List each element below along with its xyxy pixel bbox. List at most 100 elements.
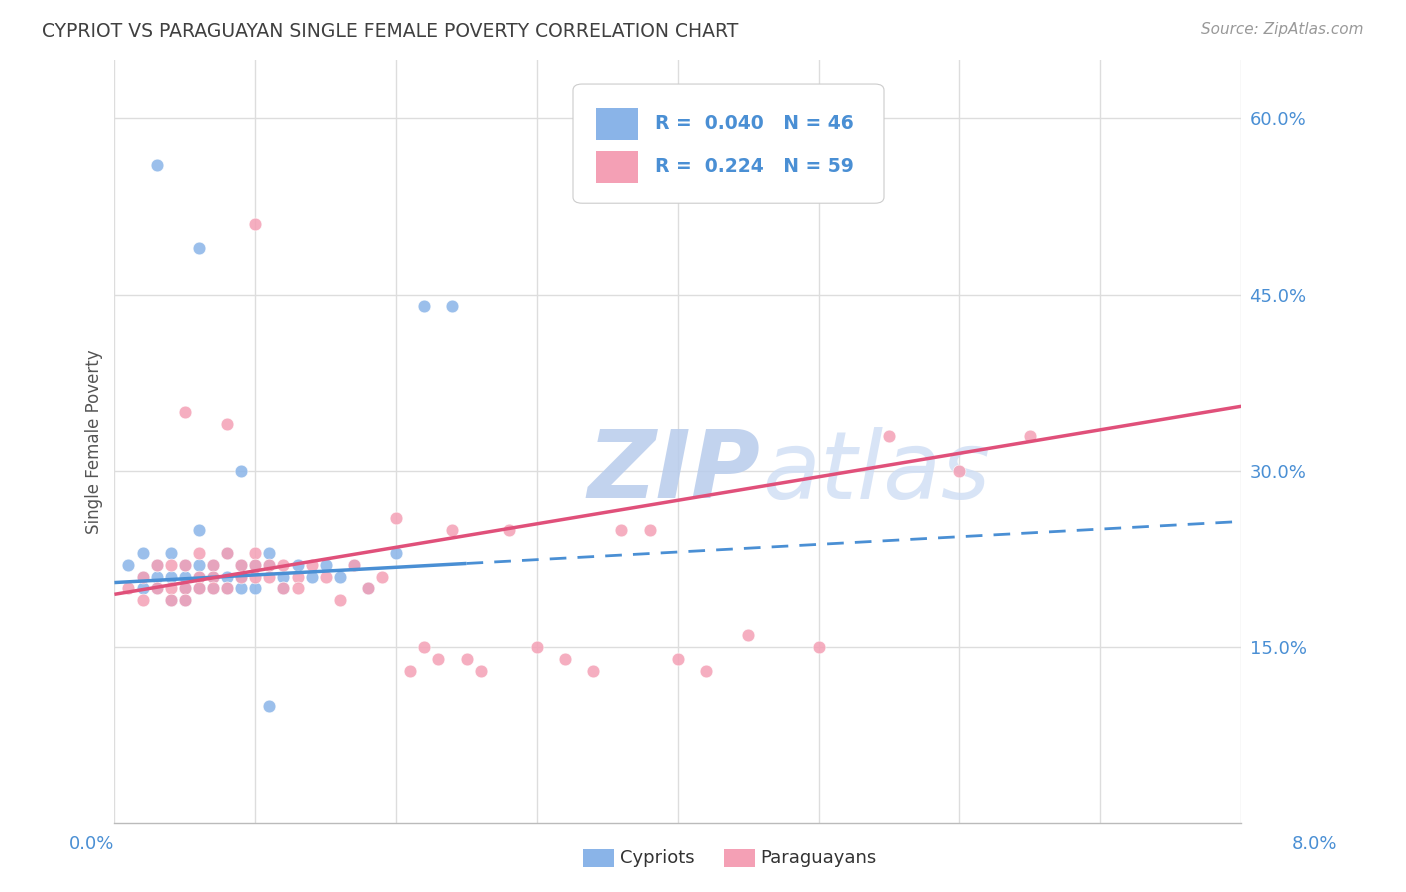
Point [385, 546, 408, 560]
Point [201, 558, 224, 572]
Point [343, 558, 366, 572]
Point [117, 582, 139, 596]
Point [131, 582, 153, 596]
Point [187, 582, 209, 596]
Point [329, 570, 352, 584]
Point [145, 582, 167, 596]
Point [441, 299, 464, 313]
Point [145, 570, 167, 584]
Point [145, 582, 167, 596]
FancyBboxPatch shape [574, 84, 884, 203]
Point [287, 570, 309, 584]
Point [371, 570, 394, 584]
Point [245, 546, 267, 560]
Point [187, 570, 209, 584]
Text: 8.0%: 8.0% [1292, 835, 1337, 853]
Point [413, 299, 436, 313]
Text: Paraguayans: Paraguayans [761, 849, 877, 867]
Point [245, 217, 267, 231]
Point [159, 582, 181, 596]
Point [301, 558, 323, 572]
Point [948, 464, 970, 478]
Point [877, 428, 900, 442]
Point [526, 640, 548, 655]
Point [231, 464, 253, 478]
Point [231, 570, 253, 584]
Point [131, 570, 153, 584]
Point [357, 582, 380, 596]
Point [217, 417, 239, 431]
Point [173, 570, 195, 584]
Point [187, 570, 209, 584]
Text: atlas: atlas [762, 426, 991, 517]
Point [582, 664, 605, 678]
Point [287, 558, 309, 572]
Point [173, 593, 195, 607]
Point [217, 546, 239, 560]
Text: Cypriots: Cypriots [620, 849, 695, 867]
Point [638, 523, 661, 537]
Point [159, 570, 181, 584]
Point [807, 640, 830, 655]
Point [666, 652, 689, 666]
Point [159, 546, 181, 560]
Point [201, 570, 224, 584]
Point [173, 558, 195, 572]
Point [456, 652, 478, 666]
Point [231, 570, 253, 584]
Point [245, 558, 267, 572]
Point [695, 664, 717, 678]
Point [343, 558, 366, 572]
Point [470, 664, 492, 678]
Point [259, 558, 281, 572]
Point [145, 558, 167, 572]
Point [315, 558, 337, 572]
Point [173, 582, 195, 596]
Point [217, 570, 239, 584]
Point [187, 558, 209, 572]
Point [201, 582, 224, 596]
Y-axis label: Single Female Poverty: Single Female Poverty [86, 350, 103, 533]
Point [441, 523, 464, 537]
Point [245, 558, 267, 572]
Point [201, 582, 224, 596]
Point [173, 405, 195, 419]
Point [273, 582, 295, 596]
Text: Source: ZipAtlas.com: Source: ZipAtlas.com [1201, 22, 1364, 37]
Point [131, 546, 153, 560]
Point [273, 558, 295, 572]
Point [245, 582, 267, 596]
Point [131, 570, 153, 584]
Point [159, 593, 181, 607]
Point [145, 558, 167, 572]
Point [159, 558, 181, 572]
Point [273, 570, 295, 584]
Point [287, 582, 309, 596]
Point [259, 558, 281, 572]
Point [187, 241, 209, 255]
Text: R =  0.224   N = 59: R = 0.224 N = 59 [655, 157, 853, 176]
Point [187, 523, 209, 537]
Point [329, 593, 352, 607]
Point [498, 523, 520, 537]
Point [301, 570, 323, 584]
Point [1019, 428, 1042, 442]
Point [145, 158, 167, 172]
Point [737, 628, 759, 642]
Point [231, 558, 253, 572]
Point [259, 698, 281, 713]
Point [131, 593, 153, 607]
Text: CYPRIOT VS PARAGUAYAN SINGLE FEMALE POVERTY CORRELATION CHART: CYPRIOT VS PARAGUAYAN SINGLE FEMALE POVE… [42, 22, 738, 41]
Point [273, 582, 295, 596]
Point [201, 558, 224, 572]
Point [427, 652, 450, 666]
Bar [596, 108, 638, 140]
Point [315, 570, 337, 584]
Point [173, 558, 195, 572]
Point [117, 558, 139, 572]
Point [173, 582, 195, 596]
Point [245, 570, 267, 584]
Point [231, 558, 253, 572]
Point [259, 546, 281, 560]
Point [413, 640, 436, 655]
